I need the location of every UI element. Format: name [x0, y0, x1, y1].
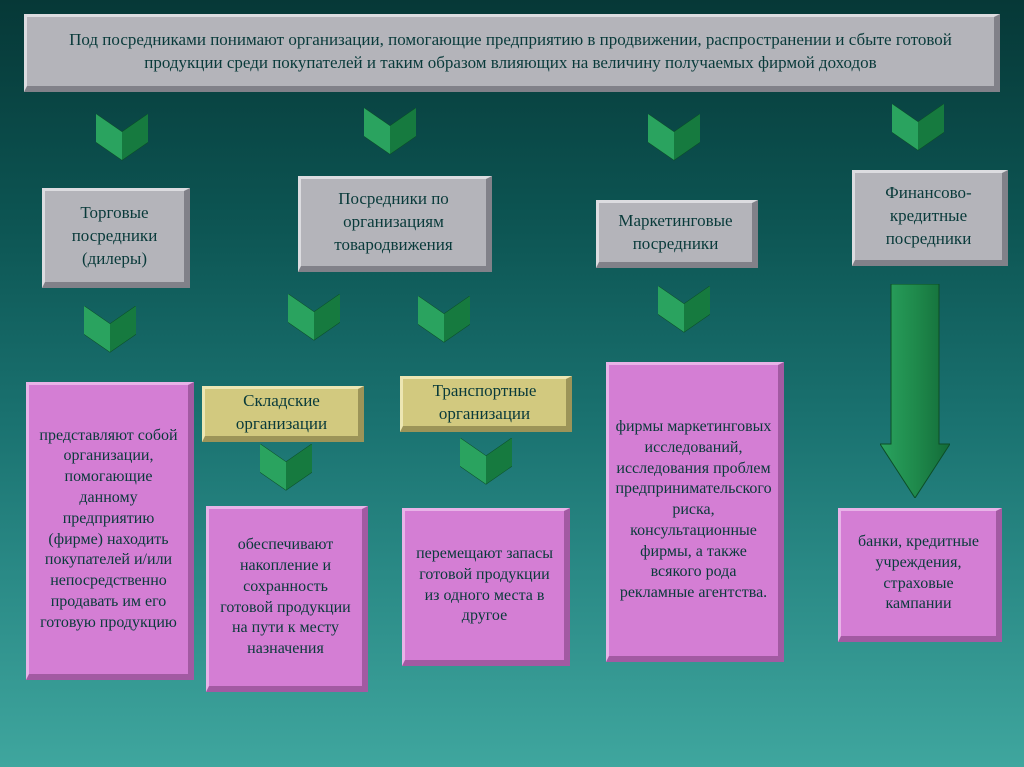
subitem-transport: Транспортные организации — [400, 376, 572, 432]
detail-marketing: фирмы маркетинговых исследований, исслед… — [606, 362, 784, 662]
arrow-warehouse-detail — [260, 444, 312, 504]
detail-warehouse: обеспечивают накопление и сохранность го… — [206, 506, 368, 692]
arrow-header-finance — [892, 104, 944, 164]
arrow-logistics-transport — [418, 296, 470, 356]
arrow-marketing-detail — [658, 286, 710, 346]
detail-dealers-text: представляют собой организации, помогающ… — [37, 426, 180, 634]
arrow-dealers-detail — [84, 306, 136, 366]
detail-transport-text: перемещают запасы готовой продукции из о… — [413, 544, 556, 627]
subitem-warehouse-label: Складские организации — [213, 390, 350, 434]
detail-marketing-text: фирмы маркетинговых исследований, исслед… — [615, 417, 771, 604]
category-finance-label: Финансово-кредитные посредники — [865, 182, 992, 251]
subitem-transport-label: Транспортные организации — [411, 380, 558, 424]
arrow-header-dealers — [96, 114, 148, 174]
detail-finance-text: банки, кредитные учреждения, страховые к… — [849, 532, 988, 615]
arrow-logistics-warehouse — [288, 294, 340, 354]
arrow-finance-long — [880, 284, 950, 498]
detail-warehouse-text: обеспечивают накопление и сохранность го… — [217, 535, 354, 660]
header-box: Под посредниками понимают организации, п… — [24, 14, 1000, 92]
detail-dealers: представляют собой организации, помогающ… — [26, 382, 194, 680]
category-dealers-label: Торговые посредники (дилеры) — [55, 202, 174, 271]
arrow-header-marketing — [648, 114, 700, 174]
detail-finance: банки, кредитные учреждения, страховые к… — [838, 508, 1002, 642]
arrow-header-logistics — [364, 108, 416, 168]
detail-transport: перемещают запасы готовой продукции из о… — [402, 508, 570, 666]
category-finance: Финансово-кредитные посредники — [852, 170, 1008, 266]
arrow-transport-detail — [460, 438, 512, 498]
category-logistics-label: Посредники по организациям товародвижени… — [311, 188, 476, 257]
category-dealers: Торговые посредники (дилеры) — [42, 188, 190, 288]
category-marketing: Маркетинговые посредники — [596, 200, 758, 268]
subitem-warehouse: Складские организации — [202, 386, 364, 442]
category-marketing-label: Маркетинговые посредники — [609, 210, 742, 256]
header-text: Под посредниками понимают организации, п… — [45, 29, 976, 73]
category-logistics: Посредники по организациям товародвижени… — [298, 176, 492, 272]
